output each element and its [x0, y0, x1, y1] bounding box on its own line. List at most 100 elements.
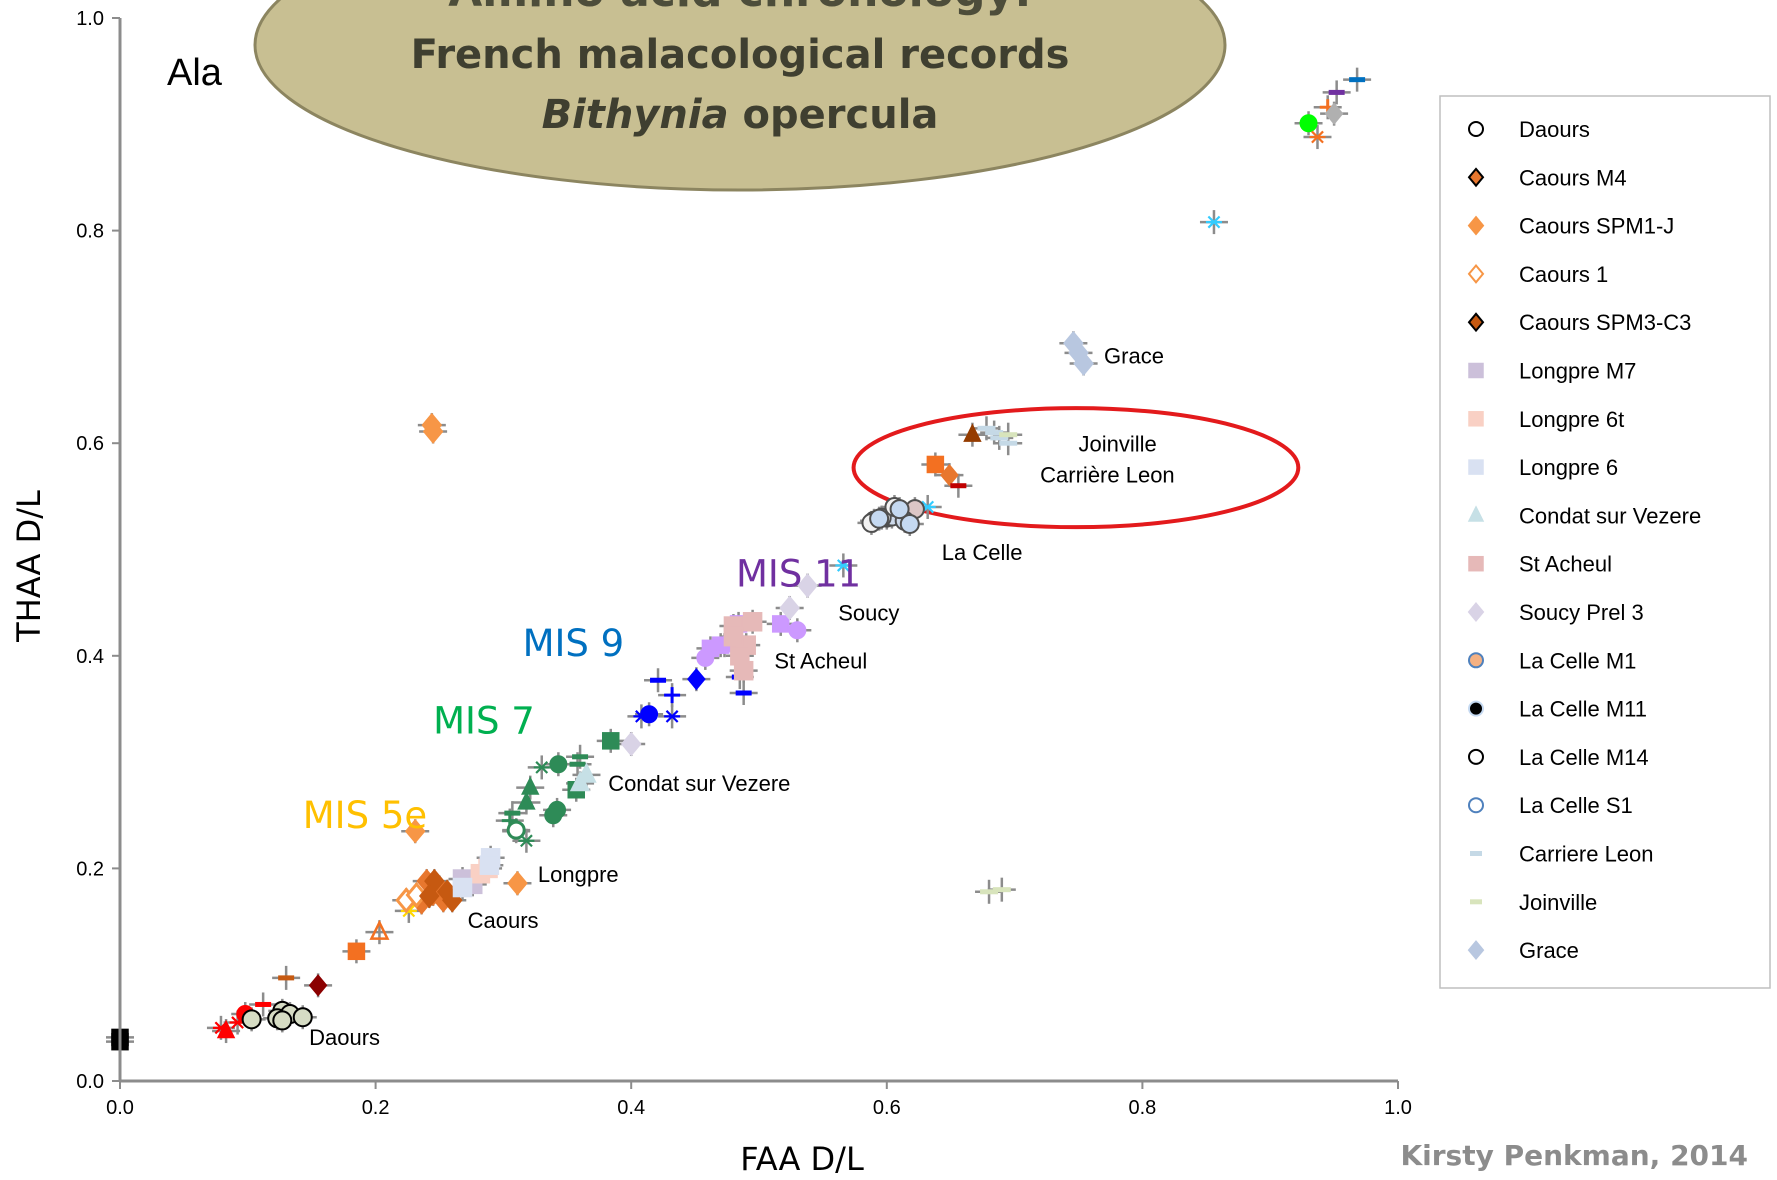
legend-marker	[1468, 362, 1484, 379]
point-longpre-6	[452, 877, 473, 898]
y-tick-label: 0.2	[76, 858, 104, 880]
legend-marker	[1470, 899, 1482, 905]
data-point	[572, 754, 589, 760]
legend-marker	[1470, 851, 1482, 856]
data-point	[835, 559, 852, 572]
data-point	[517, 791, 536, 810]
data-point	[1328, 89, 1345, 95]
point-joinville	[992, 887, 1011, 893]
point-caours-spm1-j	[507, 870, 528, 896]
y-tick-label: 0.8	[76, 221, 104, 243]
data-point	[308, 974, 328, 997]
site-annotation: Carrière Leon	[1040, 463, 1175, 488]
chart-subtitle-line2: Bithynia opercula	[542, 92, 939, 138]
legend-item-la-celle-m14: La Celle M14	[1468, 745, 1649, 770]
point-daours	[272, 1010, 293, 1031]
data-point	[640, 705, 659, 724]
legend-label: Caours M4	[1519, 165, 1627, 190]
legend-marker	[1468, 459, 1484, 475]
site-annotation: Grace	[1104, 343, 1164, 368]
legend-marker	[1468, 652, 1484, 669]
point-la-celle-s1	[899, 513, 920, 534]
point-st-acheul	[733, 660, 754, 681]
legend-item-longpre-m7: Longpre M7	[1468, 359, 1636, 384]
legend-label: Longpre 6t	[1519, 407, 1624, 432]
subtitle-rest-part: opercula	[729, 92, 939, 138]
legend-box	[1439, 95, 1771, 989]
data-point	[1205, 215, 1222, 229]
legend-item-la-celle-m11: La Celle M11	[1468, 697, 1647, 722]
x-tick-label: 0.2	[362, 1097, 390, 1119]
legend-item-joinville: Joinville	[1470, 890, 1597, 915]
legend-label: St Acheul	[1519, 552, 1612, 577]
legend-label: La Celle M14	[1519, 745, 1649, 770]
point-carriere-leon	[985, 430, 1004, 436]
legend-marker	[1468, 700, 1484, 717]
legend-marker	[1468, 411, 1484, 427]
point-carriere-leon	[990, 435, 1009, 441]
point-la-celle-s1	[889, 499, 910, 520]
legend-label: Longpre 6	[1519, 455, 1618, 480]
legend-marker	[1468, 555, 1484, 572]
mis-label: MIS 9	[523, 622, 625, 665]
data-point	[664, 710, 681, 723]
mis-label: MIS 7	[433, 699, 535, 742]
legend-item-la-celle-s1: La Celle S1	[1468, 793, 1633, 818]
data-point	[602, 732, 620, 750]
legend-item-grace: Grace	[1467, 938, 1579, 963]
data-point	[771, 615, 790, 633]
title-ellipse	[253, 0, 1227, 192]
site-annotation: La Celle	[942, 540, 1023, 565]
data-point	[735, 690, 752, 696]
x-tick-label: 0.4	[617, 1097, 645, 1119]
point-grace	[1073, 351, 1094, 376]
legend-item-daours: Daours	[1468, 117, 1590, 142]
point-caours-spm3-c3	[418, 883, 440, 909]
data-point	[1324, 102, 1344, 125]
legend-label: La Celle S1	[1519, 793, 1633, 818]
legend-label: Daours	[1519, 117, 1590, 142]
legend-item-caours-spm3-c3: Caours SPM3-C3	[1467, 310, 1691, 335]
data-point	[1309, 130, 1326, 144]
legend-item-carriere-leon: Carriere Leon	[1470, 842, 1654, 867]
legend-item-longpre-6: Longpre 6	[1468, 455, 1618, 480]
legend-marker	[1468, 121, 1484, 137]
legend-label: La Celle M11	[1519, 697, 1647, 722]
y-tick-label: 0.4	[76, 646, 104, 668]
point-soucy-prel-3	[779, 595, 800, 621]
y-axis-title: THAA D/L	[10, 490, 48, 643]
point-daours	[241, 1009, 262, 1030]
legend-marker	[1467, 602, 1485, 622]
legend-label: Longpre M7	[1519, 359, 1636, 384]
legend-marker	[1467, 215, 1485, 236]
data-point	[504, 810, 521, 816]
point-carriere-leon	[977, 425, 996, 431]
legend-item-caours-m4: Caours M4	[1467, 165, 1627, 190]
legend-item-la-celle-m1: La Celle M1	[1468, 648, 1636, 673]
highlight-ellipse	[851, 406, 1301, 530]
legend-item-caours-1: Caours 1	[1467, 262, 1608, 287]
legend-item-condat-sur-vezere: Condat sur Vezere	[1467, 503, 1701, 528]
y-tick-label: 0.6	[76, 433, 104, 455]
site-annotation: St Acheul	[774, 649, 867, 674]
legend-item-soucy-prel-3: Soucy Prel 3	[1467, 600, 1644, 625]
chart-title: Amino acid chronology:	[448, 0, 1032, 17]
data-point	[633, 710, 650, 723]
point-carriere-leon	[999, 440, 1018, 446]
point-condat-sur-vezere	[569, 770, 591, 792]
point-longpre-6	[479, 855, 500, 875]
point-st-acheul	[742, 612, 763, 632]
y-tick-label: 1.0	[76, 8, 104, 30]
data-point	[506, 820, 526, 840]
data-point	[347, 942, 366, 961]
legend-marker	[1467, 940, 1485, 961]
x-tick-label: 1.0	[1384, 1097, 1412, 1119]
legend-item-caours-spm1-j: Caours SPM1-J	[1467, 214, 1674, 239]
chart-subtitle-line1: French malacological records	[411, 32, 1070, 78]
x-axis-title: FAA D/L	[740, 1140, 864, 1178]
subtitle-italic-part: Bithynia	[542, 92, 729, 138]
legend-label: Condat sur Vezere	[1519, 503, 1701, 528]
legend-label: La Celle M1	[1519, 648, 1636, 673]
point-caours-spm1-j	[404, 818, 426, 844]
